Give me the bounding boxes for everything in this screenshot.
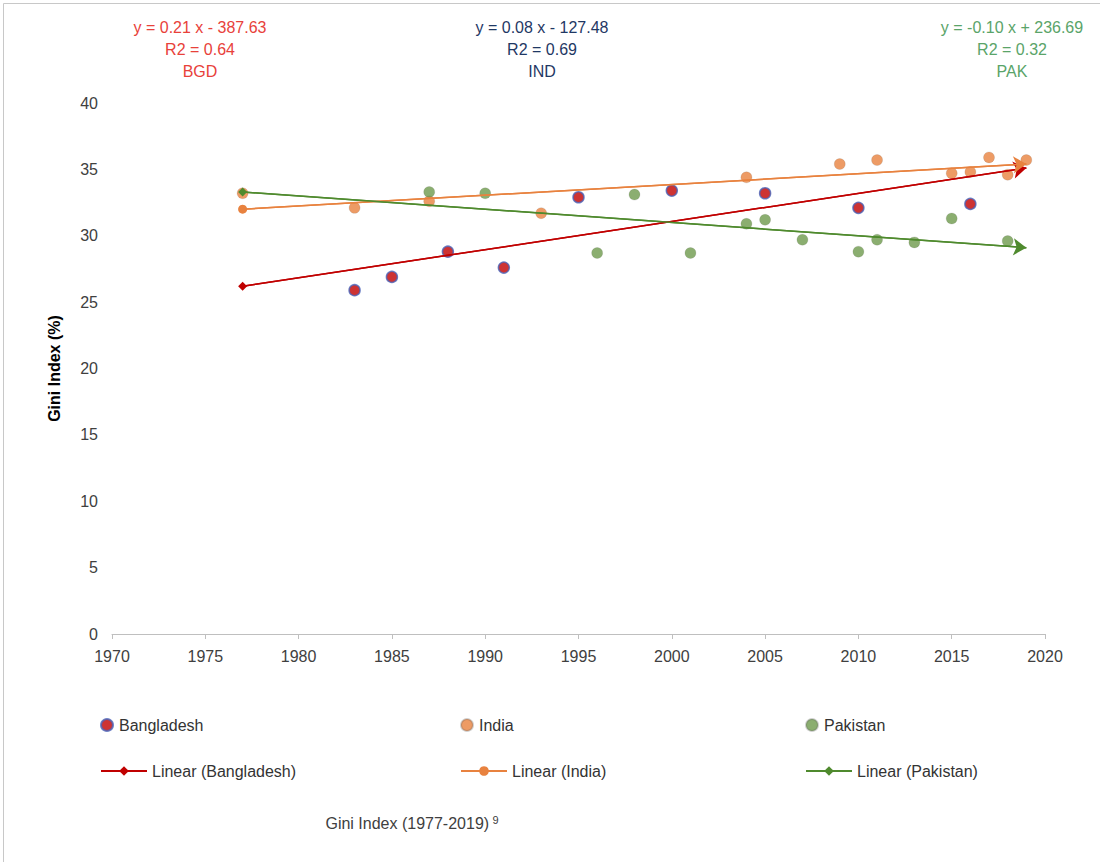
svg-text:1990: 1990	[467, 648, 503, 665]
svg-text:Linear (India): Linear (India)	[512, 763, 606, 780]
svg-text:BGD: BGD	[183, 63, 218, 80]
svg-text:30: 30	[80, 227, 98, 244]
svg-text:15: 15	[80, 426, 98, 443]
svg-text:1985: 1985	[374, 648, 410, 665]
svg-text:10: 10	[80, 493, 98, 510]
svg-text:2010: 2010	[841, 648, 877, 665]
svg-text:India: India	[479, 717, 514, 734]
svg-text:PAK: PAK	[997, 63, 1028, 80]
svg-text:R2 = 0.64: R2 = 0.64	[165, 41, 235, 58]
svg-text:Linear (Bangladesh): Linear (Bangladesh)	[152, 763, 296, 780]
svg-text:9: 9	[492, 814, 498, 826]
svg-text:5: 5	[89, 559, 98, 576]
svg-text:Linear (Pakistan): Linear (Pakistan)	[857, 763, 978, 780]
svg-text:Gini Index (1977-2019): Gini Index (1977-2019)	[325, 815, 489, 832]
svg-text:Gini Index (%): Gini Index (%)	[46, 315, 63, 422]
svg-text:y = 0.08 x - 127.48: y = 0.08 x - 127.48	[476, 19, 609, 36]
svg-text:2015: 2015	[934, 648, 970, 665]
svg-text:IND: IND	[528, 63, 556, 80]
svg-text:25: 25	[80, 294, 98, 311]
svg-text:2005: 2005	[747, 648, 783, 665]
svg-text:2000: 2000	[654, 648, 690, 665]
svg-text:40: 40	[80, 95, 98, 112]
svg-text:20: 20	[80, 360, 98, 377]
svg-text:Pakistan: Pakistan	[824, 717, 885, 734]
svg-text:0: 0	[89, 626, 98, 643]
svg-text:1970: 1970	[94, 648, 130, 665]
svg-text:y = -0.10 x + 236.69: y = -0.10 x + 236.69	[941, 19, 1083, 36]
svg-text:1975: 1975	[188, 648, 224, 665]
svg-text:35: 35	[80, 161, 98, 178]
svg-text:y = 0.21 x - 387.63: y = 0.21 x - 387.63	[134, 19, 267, 36]
svg-text:R2 = 0.32: R2 = 0.32	[977, 41, 1047, 58]
svg-text:2020: 2020	[1027, 648, 1063, 665]
svg-text:R2 = 0.69: R2 = 0.69	[507, 41, 577, 58]
svg-text:Bangladesh: Bangladesh	[119, 717, 204, 734]
svg-text:1980: 1980	[281, 648, 317, 665]
svg-text:1995: 1995	[561, 648, 597, 665]
